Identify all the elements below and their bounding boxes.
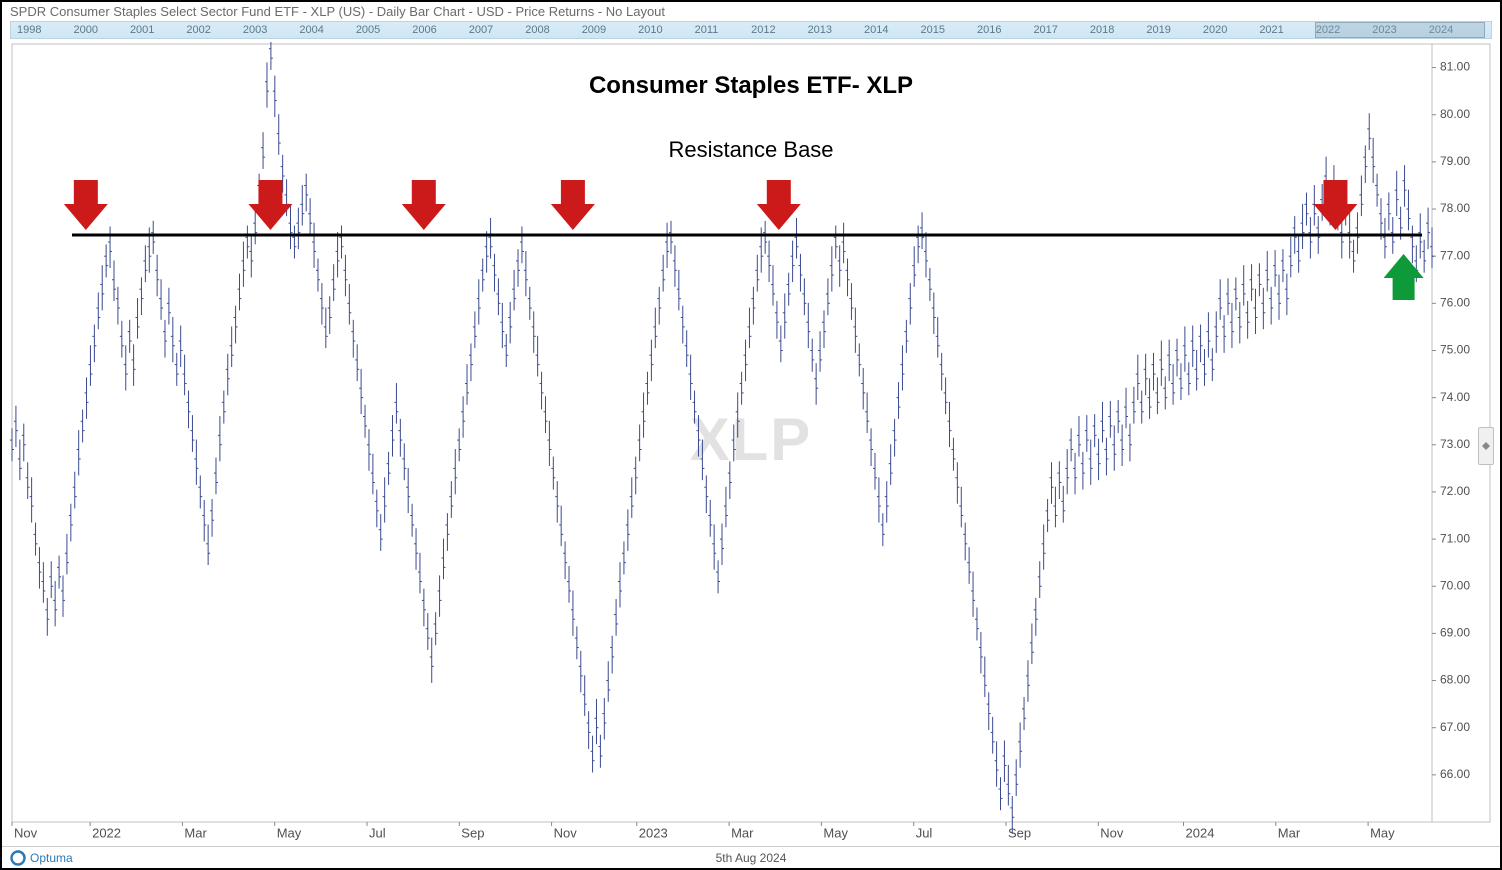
- resistance-arrow-down: [1313, 180, 1357, 230]
- brand-icon: [10, 850, 26, 866]
- resistance-arrow-down: [757, 180, 801, 230]
- svg-text:70.00: 70.00: [1440, 578, 1470, 592]
- svg-text:Sep: Sep: [1008, 826, 1031, 841]
- svg-text:78.00: 78.00: [1440, 201, 1470, 215]
- svg-text:Nov: Nov: [1100, 826, 1124, 841]
- svg-text:May: May: [823, 826, 848, 841]
- svg-text:72.00: 72.00: [1440, 484, 1470, 498]
- mini-year: 1998: [17, 24, 73, 36]
- footer-bar: Optuma 5th Aug 2024: [2, 846, 1500, 868]
- mini-year: 2008: [525, 24, 581, 36]
- svg-text:68.00: 68.00: [1440, 673, 1470, 687]
- mini-year: 2020: [1203, 24, 1259, 36]
- mini-year: 2011: [695, 24, 751, 36]
- mini-year: 2002: [186, 24, 242, 36]
- svg-text:69.00: 69.00: [1440, 626, 1470, 640]
- svg-text:Mar: Mar: [1278, 826, 1301, 841]
- brand[interactable]: Optuma: [10, 850, 73, 866]
- mini-year: 2010: [638, 24, 694, 36]
- svg-text:71.00: 71.00: [1440, 531, 1470, 545]
- svg-text:Jul: Jul: [369, 826, 386, 841]
- mini-year: 2001: [130, 24, 186, 36]
- price-chart-svg[interactable]: 66.00 67.00 68.00 69.00 70.00 71.00 72.00 73.00…: [10, 42, 1492, 846]
- mini-year: 2000: [73, 24, 129, 36]
- chart-window: SPDR Consumer Staples Select Sector Fund…: [0, 0, 1502, 870]
- resistance-arrow-down: [64, 180, 108, 230]
- svg-text:79.00: 79.00: [1440, 154, 1470, 168]
- resistance-arrow-down: [551, 180, 595, 230]
- mini-year: 2003: [243, 24, 299, 36]
- svg-text:76.00: 76.00: [1440, 296, 1470, 310]
- footer-date: 5th Aug 2024: [716, 851, 787, 865]
- svg-text:67.00: 67.00: [1440, 720, 1470, 734]
- chart-header-title: SPDR Consumer Staples Select Sector Fund…: [2, 2, 1500, 21]
- resistance-arrow-down: [402, 180, 446, 230]
- svg-text:77.00: 77.00: [1440, 248, 1470, 262]
- timeline-selection[interactable]: [1315, 22, 1485, 38]
- mini-timeline[interactable]: 1998200020012002200320042005200620072008…: [10, 21, 1492, 39]
- svg-text:Jul: Jul: [916, 826, 933, 841]
- plot-area: Consumer Staples ETF- XLP Resistance Bas…: [10, 42, 1492, 846]
- brand-label: Optuma: [30, 851, 73, 865]
- svg-text:Nov: Nov: [14, 826, 38, 841]
- svg-text:May: May: [277, 826, 302, 841]
- mini-year: 2009: [582, 24, 638, 36]
- mini-year: 2004: [299, 24, 355, 36]
- mini-year: 2006: [412, 24, 468, 36]
- mini-year: 2016: [977, 24, 1033, 36]
- svg-text:75.00: 75.00: [1440, 343, 1470, 357]
- mini-year: 2012: [751, 24, 807, 36]
- mini-year: 2013: [808, 24, 864, 36]
- mini-year: 2019: [1146, 24, 1202, 36]
- mini-year: 2005: [356, 24, 412, 36]
- mini-year: 2007: [469, 24, 525, 36]
- svg-text:2022: 2022: [92, 826, 121, 841]
- svg-text:?: ?: [1395, 271, 1412, 302]
- svg-text:Sep: Sep: [461, 826, 484, 841]
- svg-text:Nov: Nov: [554, 826, 578, 841]
- mini-year: 2018: [1090, 24, 1146, 36]
- svg-text:80.00: 80.00: [1440, 107, 1470, 121]
- svg-text:66.00: 66.00: [1440, 767, 1470, 781]
- mini-year: 2015: [921, 24, 977, 36]
- svg-text:Mar: Mar: [184, 826, 207, 841]
- scroll-handle[interactable]: [1478, 427, 1494, 465]
- svg-text:2024: 2024: [1186, 826, 1215, 841]
- svg-text:74.00: 74.00: [1440, 390, 1470, 404]
- mini-year: 2021: [1259, 24, 1315, 36]
- mini-year: 2014: [864, 24, 920, 36]
- svg-text:2023: 2023: [639, 826, 668, 841]
- svg-text:81.00: 81.00: [1440, 60, 1470, 74]
- mini-year: 2017: [1033, 24, 1089, 36]
- svg-text:73.00: 73.00: [1440, 437, 1470, 451]
- svg-text:May: May: [1370, 826, 1395, 841]
- svg-text:Mar: Mar: [731, 826, 754, 841]
